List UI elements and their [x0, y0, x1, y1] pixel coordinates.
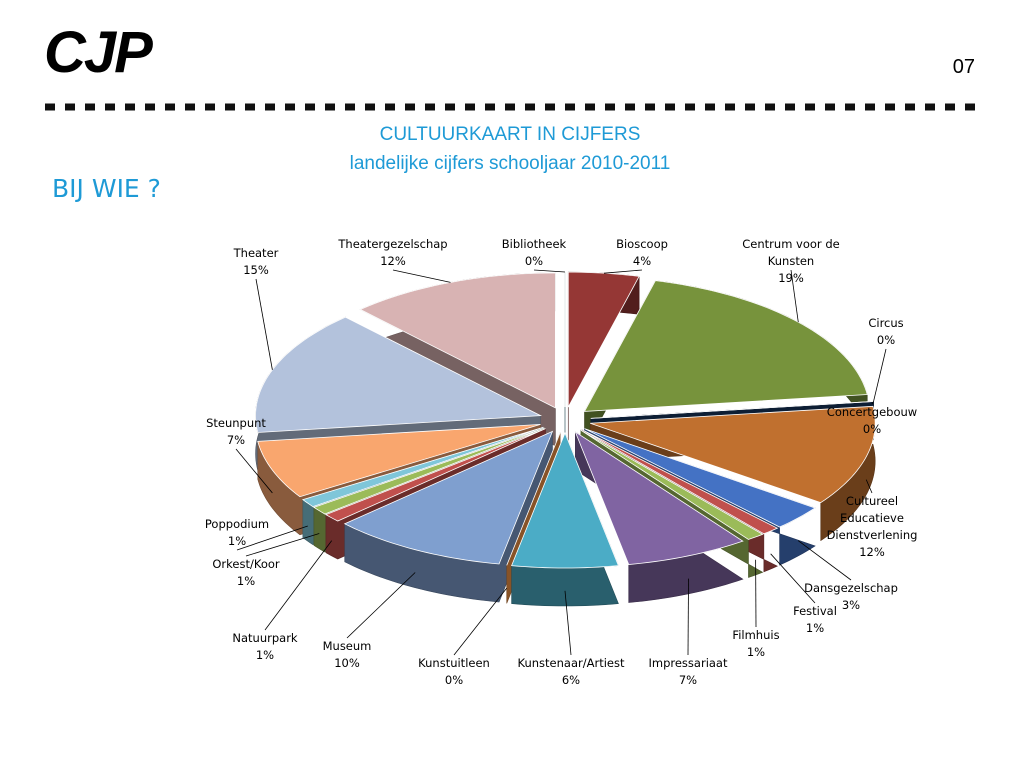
leader-line	[865, 479, 873, 494]
leader-line	[873, 348, 887, 402]
slice	[511, 431, 619, 569]
slice	[581, 429, 779, 535]
value-label: 10%	[334, 656, 360, 670]
category-label: Dansgezelschap	[804, 581, 898, 595]
category-label: Orkest/Koor	[212, 557, 280, 571]
value-label: 12%	[859, 545, 885, 559]
leader-line	[453, 587, 508, 656]
page-number: 07	[953, 56, 975, 78]
slice	[580, 429, 764, 540]
slice-label: Bibliotheek 0%	[502, 236, 566, 270]
leader-line	[871, 401, 874, 405]
logo: CJP	[44, 20, 153, 85]
category-label: Museum	[322, 639, 372, 653]
slice	[574, 430, 744, 565]
leader-line	[346, 572, 416, 639]
value-label: 7%	[678, 673, 698, 687]
value-label: 1%	[255, 648, 275, 662]
leader-line	[687, 578, 689, 656]
chart-subtitle: landelijke cijfers schooljaar 2010-2011	[350, 153, 671, 174]
category-label: Cultureel Educatieve Dienstverlening	[826, 494, 918, 542]
slice	[584, 428, 816, 528]
value-label: 1%	[227, 534, 247, 548]
slice-label: Centrum voor de Kunsten 19%	[736, 236, 846, 287]
value-label: 0%	[862, 422, 882, 436]
value-label: 0%	[524, 254, 544, 268]
slice-label: Impressariaat 7%	[648, 655, 727, 689]
value-label: 1%	[236, 574, 256, 588]
slice-label: Kunstenaar/Artiest 6%	[518, 655, 625, 689]
leader-line	[235, 448, 273, 494]
leader-line	[770, 553, 816, 604]
slice	[301, 426, 544, 508]
value-label: 4%	[632, 254, 652, 268]
category-label: Poppodium	[204, 517, 270, 531]
category-label: Festival	[793, 604, 837, 618]
slice-label: Theatergezelschap 12%	[338, 236, 447, 270]
leader-line	[264, 540, 333, 631]
leader-line	[236, 525, 308, 551]
slice	[343, 430, 554, 565]
category-label: Natuurpark	[232, 631, 298, 645]
slice-label: Filmhuis 1%	[732, 627, 779, 661]
slice-label: Cultureel Educatieve Dienstverlening 12%	[822, 493, 922, 561]
slice-label: Orkest/Koor 1%	[212, 556, 279, 590]
category-label: Filmhuis	[732, 628, 780, 642]
value-label: 1%	[805, 621, 825, 635]
value-label: 0%	[444, 673, 464, 687]
category-label: Theatergezelschap	[338, 237, 448, 251]
value-label: 12%	[380, 254, 406, 268]
slice	[324, 428, 546, 522]
slice-label: Poppodium 1%	[205, 516, 269, 550]
slice	[257, 424, 541, 498]
leader-line	[790, 269, 799, 323]
slice-label: Theater 15%	[234, 245, 279, 279]
slice-label: Festival 1%	[793, 603, 837, 637]
slice-label: Museum 10%	[323, 638, 372, 672]
leader-line	[255, 278, 273, 370]
category-label: Concertgebouw	[826, 405, 918, 419]
value-label: 19%	[778, 271, 804, 285]
slice-tops	[255, 271, 876, 569]
category-label: Steunpunt	[206, 416, 266, 430]
slice-label: Circus 0%	[868, 315, 903, 349]
leader-line	[245, 533, 320, 557]
leader-line	[798, 540, 852, 581]
leader-line	[392, 269, 451, 283]
value-label: 7%	[226, 433, 246, 447]
slice-label: Dansgezelschap 3%	[804, 580, 898, 614]
category-label: Bibliotheek	[501, 237, 567, 251]
category-label: Kunstuitleen	[418, 656, 490, 670]
slice-label: Bioscoop 4%	[616, 236, 668, 270]
slice	[255, 316, 543, 433]
slice	[359, 272, 556, 409]
slice-label: Concertgebouw 0%	[827, 404, 917, 438]
leader-line	[564, 590, 572, 656]
leader-line	[533, 269, 566, 273]
value-label: 6%	[561, 673, 581, 687]
value-label: 3%	[841, 598, 861, 612]
slice	[312, 427, 545, 515]
chart-title: CULTUURKAART IN CIJFERS	[380, 124, 641, 145]
slice	[567, 271, 640, 408]
category-label: Circus	[868, 316, 904, 330]
category-label: Impressariaat	[648, 656, 728, 670]
slice	[583, 280, 868, 412]
heading: BIJ WIE ?	[52, 174, 161, 203]
category-label: Theater	[233, 246, 279, 260]
slice-label: Natuurpark 1%	[232, 630, 297, 664]
leader-line	[603, 269, 643, 274]
category-label: Kunstenaar/Artiest	[517, 656, 625, 670]
value-label: 15%	[243, 263, 269, 277]
value-label: 1%	[746, 645, 766, 659]
value-label: 0%	[876, 333, 896, 347]
slice	[590, 405, 876, 504]
slice-label: Kunstuitleen 0%	[418, 655, 490, 689]
slice-label: Steunpunt 7%	[206, 415, 266, 449]
category-label: Centrum voor de Kunsten	[742, 237, 840, 268]
category-label: Bioscoop	[616, 237, 668, 251]
